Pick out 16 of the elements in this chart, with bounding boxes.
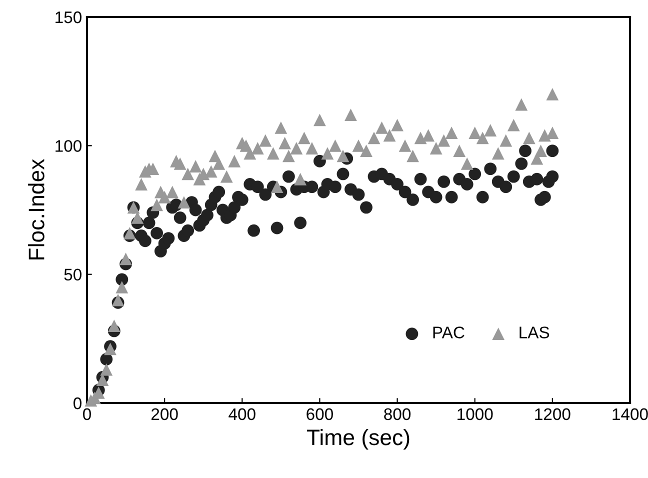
x-tick-label: 1400 (612, 408, 648, 420)
x-tick-label: 0 (83, 408, 91, 420)
y-tick-label: 0 (74, 397, 82, 410)
x-tick-label: 400 (228, 408, 256, 420)
y-tick-label: 100 (56, 140, 82, 152)
y-tick-label: 50 (64, 268, 82, 281)
y-tick-label: 150 (56, 11, 82, 24)
x-axis-title: Time (sec) (306, 428, 410, 450)
legend-label: LAS (520, 326, 550, 338)
x-tick-label: 600 (306, 408, 333, 420)
x-tick-label: 1000 (458, 408, 493, 420)
x-tick-label: 800 (384, 408, 411, 420)
x-tick-label: 1200 (535, 408, 570, 420)
x-tick-label: 200 (152, 408, 178, 420)
y-axis-title: Floc.Index (28, 158, 44, 260)
legend-label: PAC (433, 326, 464, 338)
